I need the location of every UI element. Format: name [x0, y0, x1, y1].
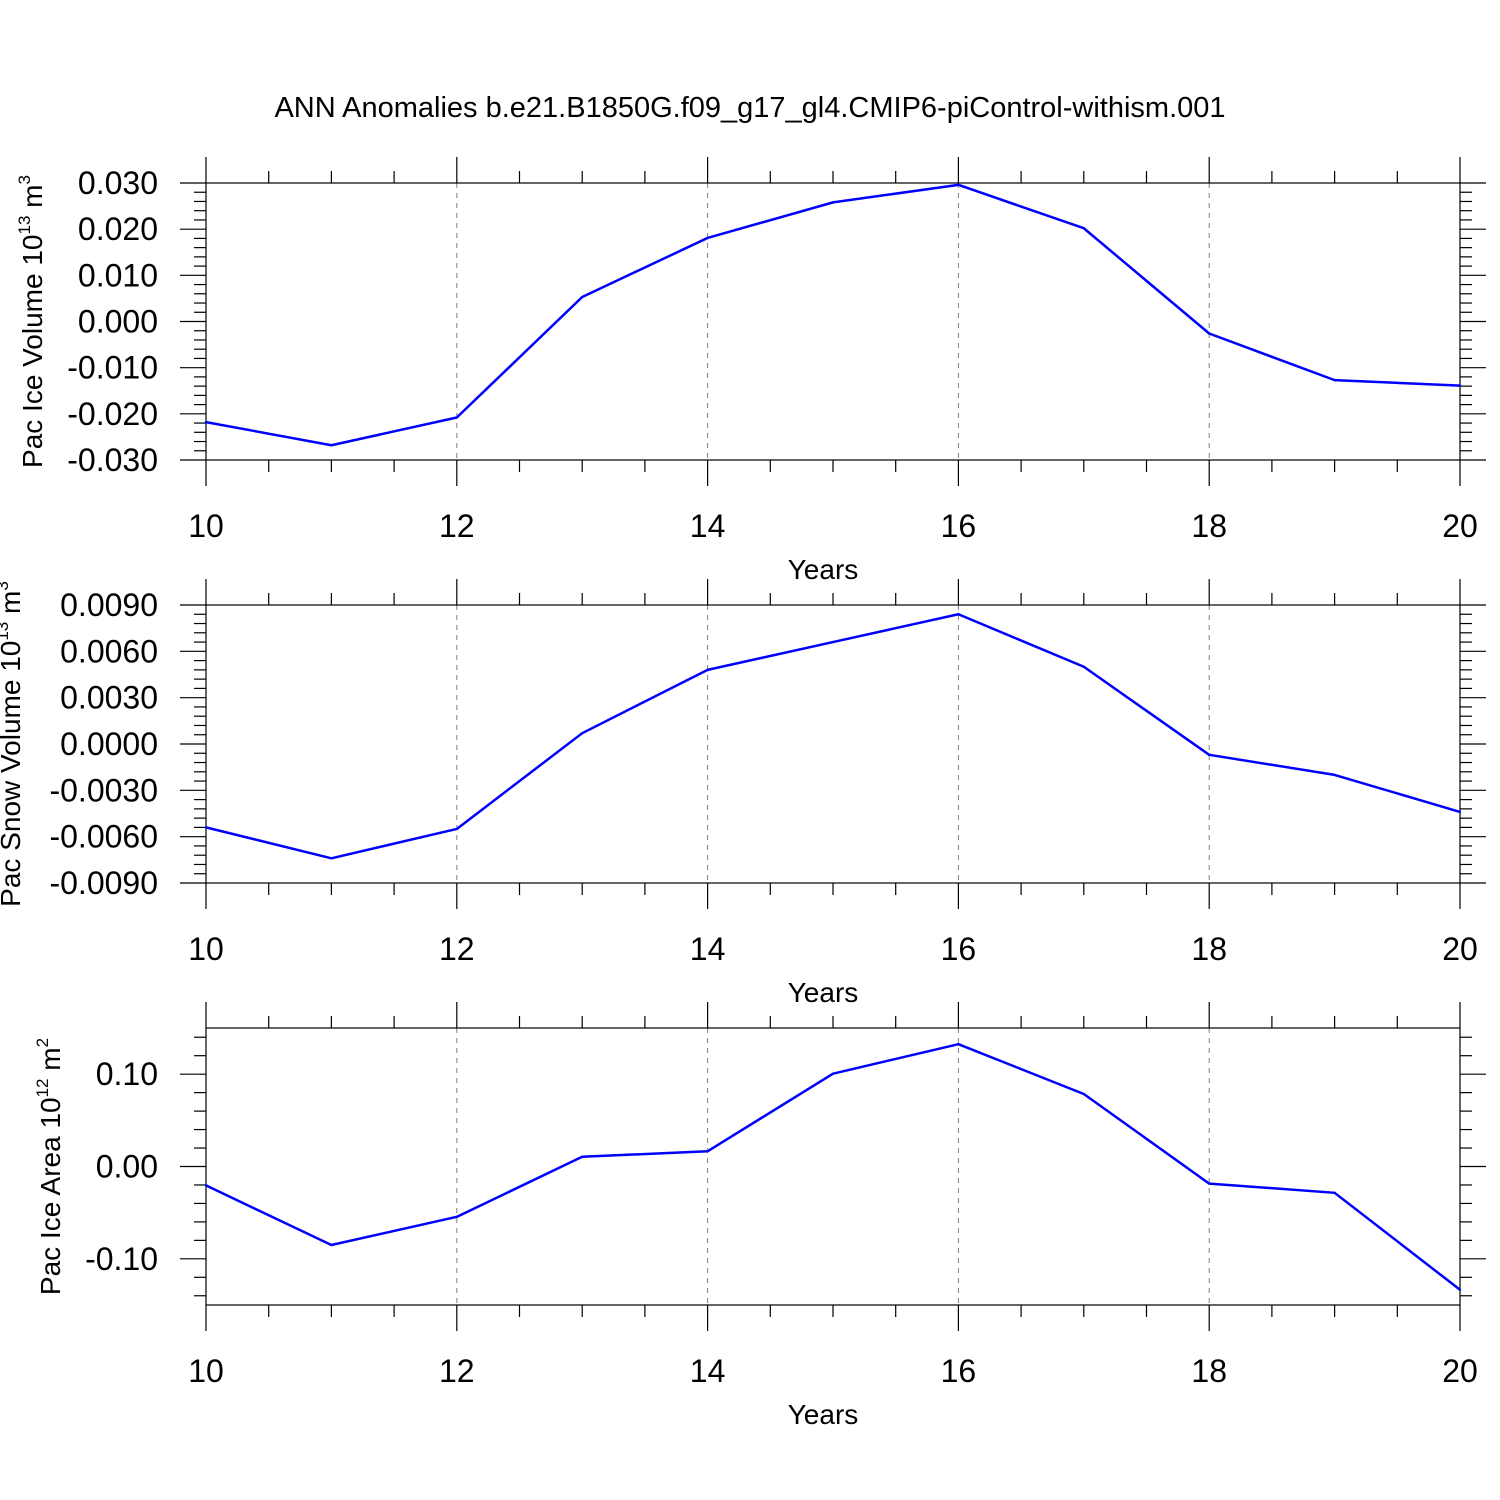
panel-1-data-point — [1082, 227, 1086, 230]
panel-1-y-tick-label: 0.030 — [78, 165, 158, 201]
panel-2-data-point — [831, 640, 835, 644]
panel-3-data-point — [330, 1243, 333, 1247]
panel-3-y-tick-label: 0.00 — [96, 1149, 158, 1185]
panel-1-y-tick-label: -0.020 — [67, 396, 158, 432]
panel-1-data-point — [957, 183, 960, 187]
panel-3-x-tick-label: 16 — [941, 1353, 977, 1389]
panel-1-data-point — [1458, 384, 1462, 387]
panel-2-data-point — [330, 857, 333, 860]
panel-2-x-axis-label: Years — [788, 977, 859, 1008]
panel-1-data-point — [455, 416, 458, 419]
panel-1-data-point — [581, 295, 584, 299]
panel-1-x-tick-label: 14 — [690, 508, 726, 544]
panel-3-data-point — [1333, 1191, 1336, 1195]
panel-3-x-axis-label: Years — [788, 1399, 859, 1430]
panel-2-data-point — [706, 668, 709, 672]
panel-2-data-point — [1458, 810, 1462, 814]
panel-3-data-point — [1082, 1092, 1086, 1096]
panel-2-data-point — [204, 826, 208, 829]
panel-2-y-tick-label: 0.0000 — [60, 726, 158, 762]
panel-2-x-tick-label: 18 — [1191, 931, 1227, 967]
panel-2-data-point — [957, 613, 960, 616]
panel-2-data-point — [581, 731, 584, 735]
panel-2-x-tick-label: 10 — [188, 931, 224, 967]
panel-1-x-tick-label: 20 — [1442, 508, 1478, 544]
panel-3-data-point — [455, 1215, 458, 1219]
panel-1-data-point — [204, 420, 208, 424]
panel-3-data-point — [581, 1155, 584, 1159]
panel-1-y-tick-label: -0.010 — [67, 350, 158, 386]
panel-2-frame — [205, 604, 1461, 884]
panel-2-x-tick-label: 12 — [439, 931, 475, 967]
panel-2-x-tick-label: 16 — [941, 931, 977, 967]
panel-3-data-point — [1458, 1288, 1462, 1291]
panel-1-x-tick-label: 10 — [188, 508, 224, 544]
panel-2-data-point — [1208, 753, 1211, 757]
panel-3-data-point — [957, 1042, 960, 1046]
panel-3-data-point — [204, 1184, 208, 1187]
panel-3-y-tick-label: -0.10 — [85, 1241, 158, 1277]
panel-1-data-point — [1333, 378, 1336, 382]
panel-1-y-tick-label: -0.030 — [67, 442, 158, 478]
panel-2-y-tick-label: -0.0060 — [49, 819, 158, 855]
panel-3-frame — [205, 1027, 1461, 1306]
panel-3-data-point — [706, 1150, 709, 1153]
panel-2-x-tick-label: 14 — [690, 931, 726, 967]
panel-1-y-tick-label: 0.010 — [78, 257, 158, 293]
panel-3-y-axis-label: Pac Ice Area 1012 m2 — [33, 1038, 66, 1295]
panel-1-data-point — [1208, 332, 1211, 335]
panel-3-x-tick-label: 10 — [188, 1353, 224, 1389]
panel-1-x-axis-label: Years — [788, 554, 859, 585]
panel-2-x-tick-label: 20 — [1442, 931, 1478, 967]
panel-3-x-tick-label: 20 — [1442, 1353, 1478, 1389]
panel-1-x-tick-label: 12 — [439, 508, 475, 544]
panel-1-x-tick-label: 18 — [1191, 508, 1227, 544]
panel-2-data-point — [1333, 773, 1336, 777]
panel-3-x-tick-label: 14 — [690, 1353, 726, 1389]
panel-1-y-axis-label: Pac Ice Volume 1013 m3 — [15, 175, 48, 468]
panel-1-y-tick-label: 0.000 — [78, 304, 158, 340]
panel-3-series-line — [205, 1042, 1461, 1291]
panel-2-series-line — [205, 613, 1461, 860]
panel-3-data-point — [1208, 1182, 1211, 1185]
panel-2-y-tick-label: -0.0090 — [49, 865, 158, 901]
panel-2-data-point — [455, 827, 458, 831]
panel-2-y-tick-label: 0.0030 — [60, 680, 158, 716]
panel-3-x-tick-label: 12 — [439, 1353, 475, 1389]
panel-3-data-point — [831, 1072, 835, 1075]
panel-1-data-point — [831, 201, 835, 204]
panel-3-x-tick-label: 18 — [1191, 1353, 1227, 1389]
panel-1-data-point — [706, 236, 709, 240]
panel-2-y-axis-label: Pac Snow Volume 1013 m3 — [0, 581, 26, 907]
panel-1-frame — [205, 182, 1461, 461]
panel-1-x-tick-label: 16 — [941, 508, 977, 544]
panel-2-y-tick-label: 0.0060 — [60, 633, 158, 669]
panel-2-y-tick-label: -0.0030 — [49, 772, 158, 808]
panel-1-y-tick-label: 0.020 — [78, 211, 158, 247]
panel-2-data-point — [1082, 665, 1086, 668]
panel-2-y-tick-label: 0.0090 — [60, 587, 158, 623]
panel-3-y-tick-label: 0.10 — [96, 1056, 158, 1092]
panel-1-series-line — [205, 183, 1461, 447]
figure-title: ANN Anomalies b.e21.B1850G.f09_g17_gl4.C… — [274, 92, 1226, 124]
panel-1-data-point — [330, 444, 333, 447]
